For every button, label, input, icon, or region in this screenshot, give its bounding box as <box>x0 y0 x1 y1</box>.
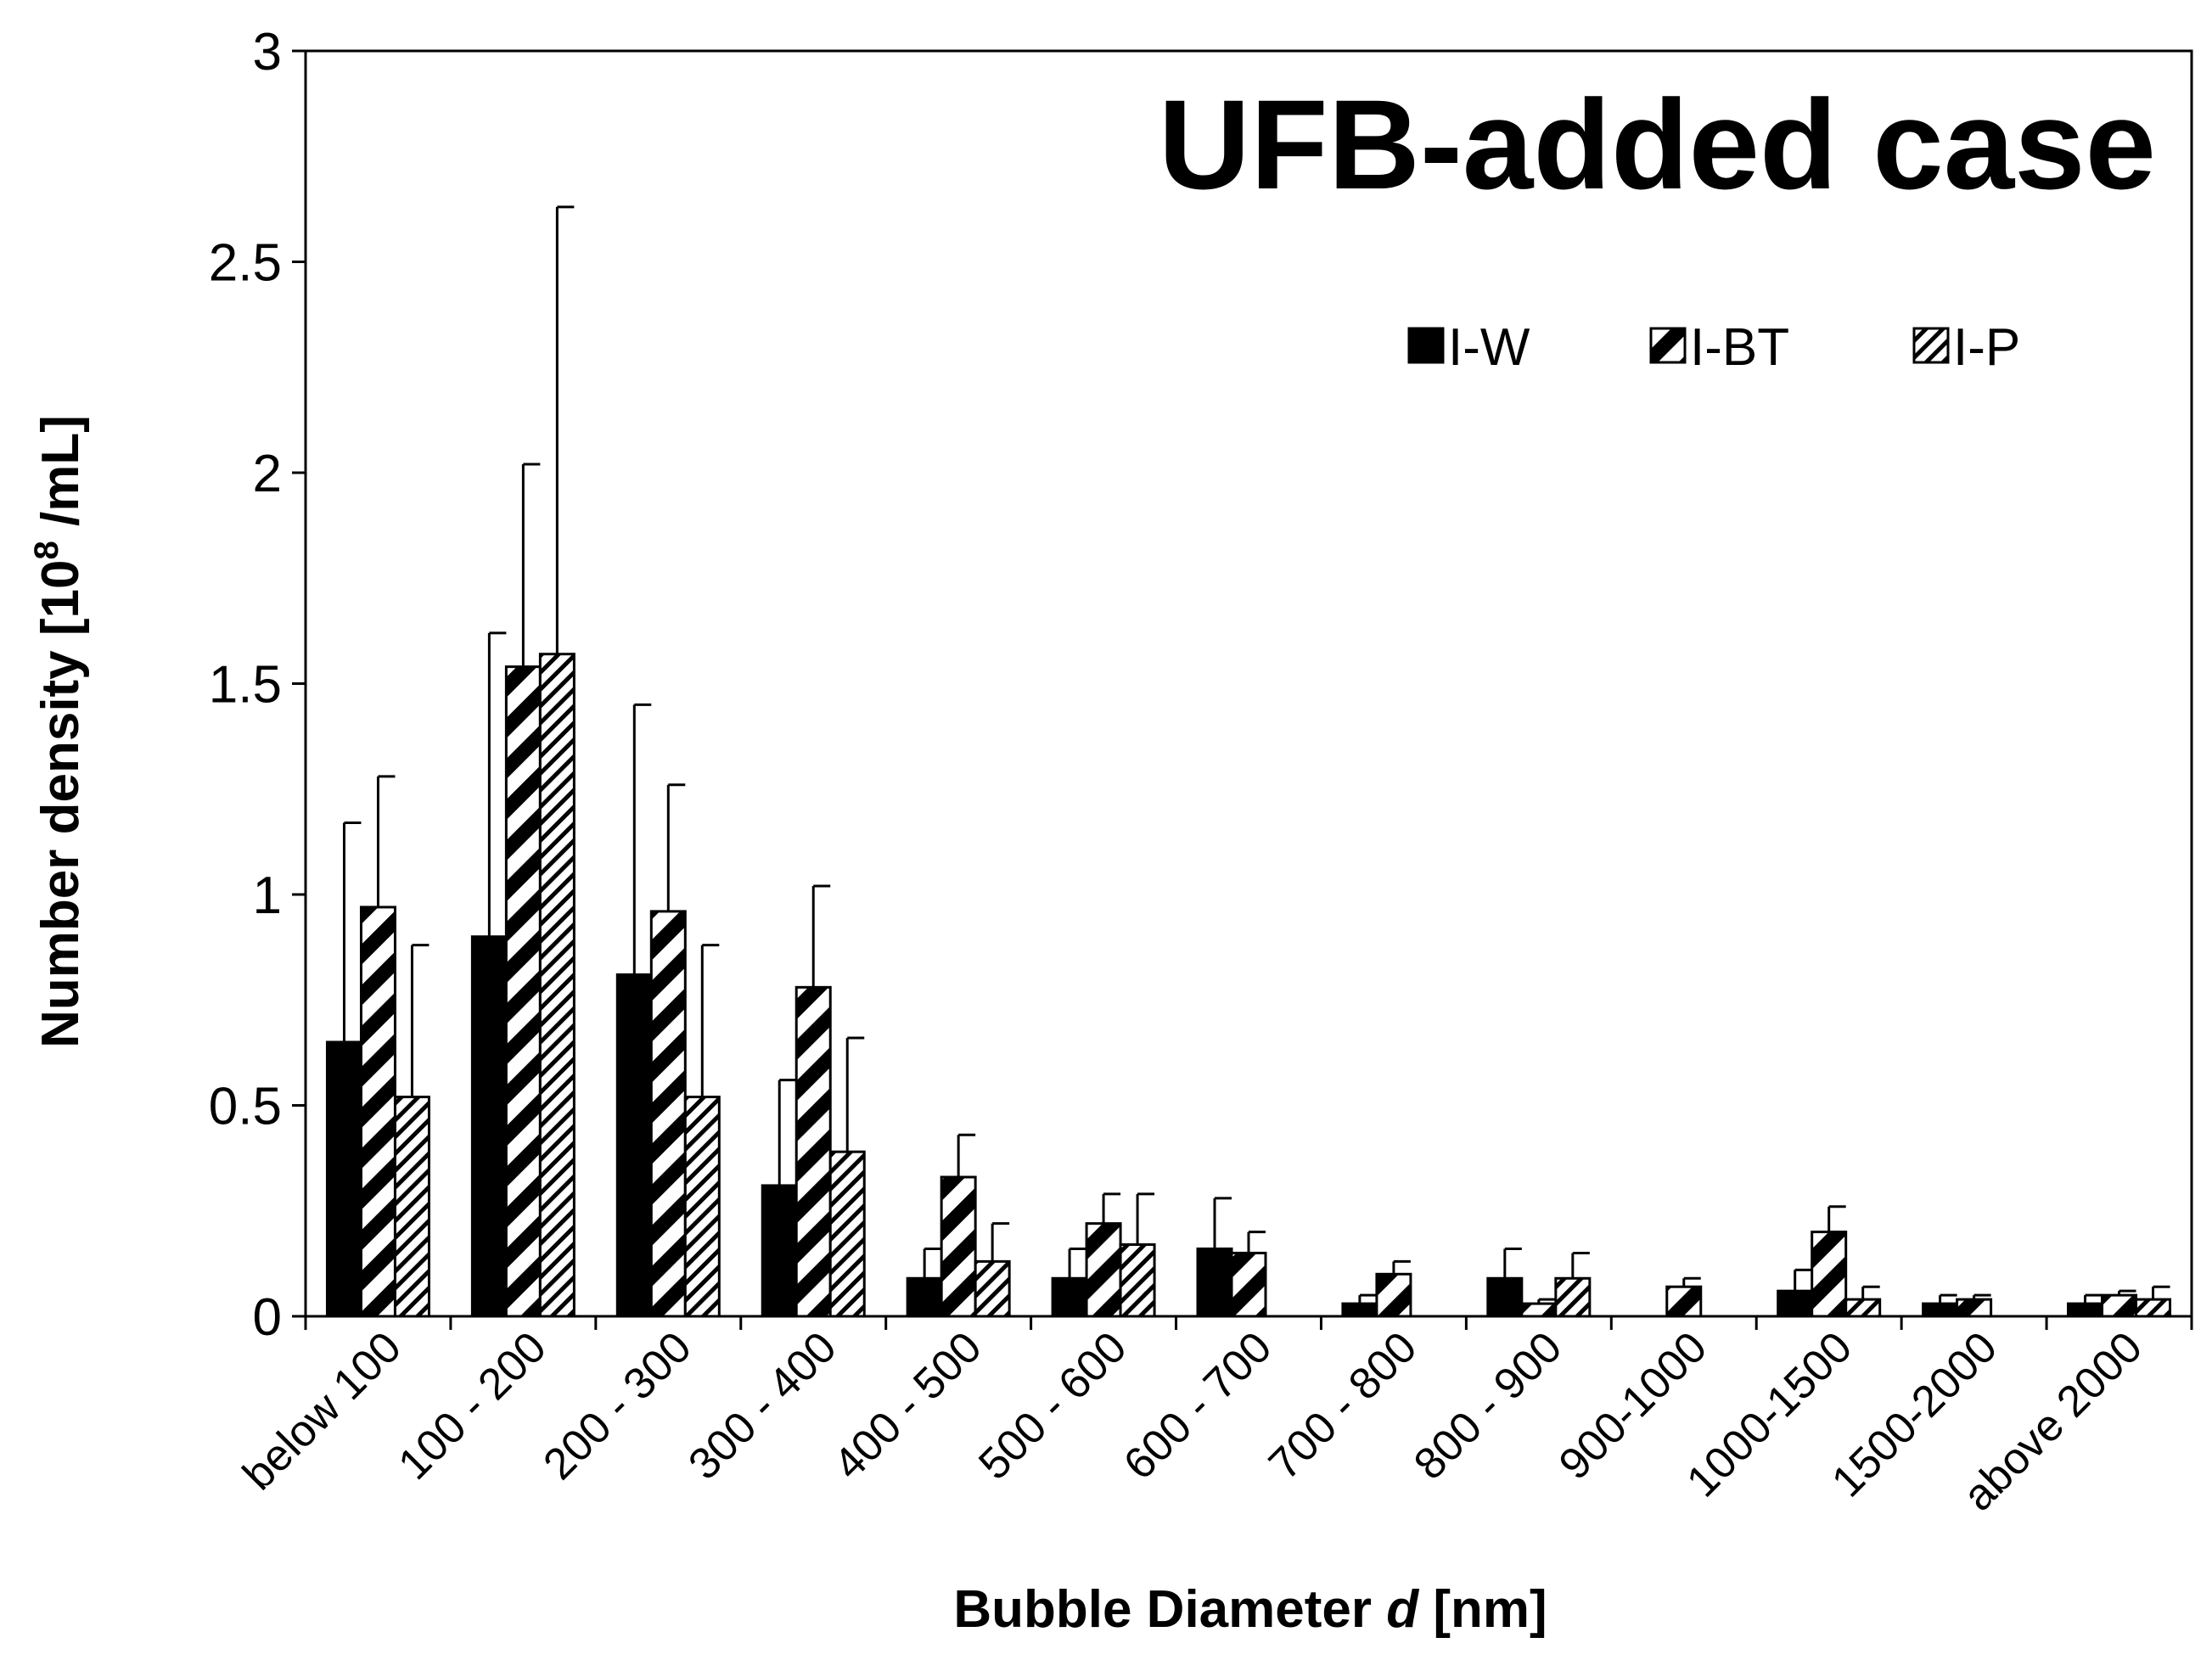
bar-i-p-0 <box>393 1096 430 1318</box>
legend-swatch <box>1407 327 1445 364</box>
bar-i-w-3 <box>761 1184 798 1318</box>
error-bar-i-bt-2 <box>666 783 686 911</box>
bar-i-p-8 <box>1554 1276 1592 1318</box>
legend-item-i-w: I-W <box>1407 318 1530 377</box>
bar-i-w-8 <box>1486 1276 1524 1318</box>
error-bar-i-p-2 <box>700 944 720 1097</box>
bar-i-w-4 <box>906 1276 943 1318</box>
y-tick-label: 3 <box>253 23 282 81</box>
chart-title: UFB-added case <box>1159 73 2156 216</box>
error-bar-i-w-10 <box>1794 1268 1812 1292</box>
legend-label: I-P <box>1953 318 2020 377</box>
y-tick-label: 2.5 <box>209 234 282 293</box>
bar-i-p-10 <box>1844 1298 1882 1318</box>
error-bar-i-bt-3 <box>811 884 831 988</box>
error-bar-i-p-8 <box>1571 1251 1590 1279</box>
error-bar-i-bt-6 <box>1247 1231 1266 1253</box>
bar-i-p-4 <box>974 1259 1011 1318</box>
error-bar-i-w-11 <box>1939 1293 1957 1304</box>
bar-i-bt-4 <box>940 1175 977 1318</box>
error-bar-i-w-5 <box>1068 1247 1087 1279</box>
bar-i-w-2 <box>615 973 653 1318</box>
y-axis-title: Number density [108 /mL] <box>28 415 90 1048</box>
error-bar-i-p-4 <box>991 1222 1010 1262</box>
bar-i-bt-2 <box>649 910 687 1318</box>
error-bar-i-bt-9 <box>1682 1276 1701 1287</box>
bar-i-w-11 <box>1922 1302 1959 1318</box>
bar-i-bt-10 <box>1811 1231 1848 1318</box>
legend: I-W I-BT I-P <box>1407 318 2020 377</box>
error-bar-i-w-4 <box>923 1247 942 1279</box>
legend-swatch <box>1649 327 1687 364</box>
bar-i-w-7 <box>1341 1302 1378 1318</box>
bar-i-w-1 <box>470 935 508 1318</box>
bar-i-p-1 <box>538 653 575 1318</box>
bar-i-p-2 <box>683 1096 721 1318</box>
legend-item-i-bt: I-BT <box>1649 318 1789 377</box>
bar-i-w-6 <box>1196 1247 1233 1318</box>
error-bar-i-w-1 <box>487 631 507 937</box>
error-bar-i-w-8 <box>1503 1247 1522 1279</box>
bar-i-w-12 <box>2067 1302 2104 1318</box>
bar-i-bt-1 <box>504 665 542 1318</box>
y-tick-label: 2 <box>253 445 282 503</box>
legend-label: I-W <box>1448 318 1530 377</box>
bar-i-bt-5 <box>1085 1222 1122 1318</box>
error-bar-i-bt-5 <box>1102 1192 1121 1224</box>
y-tick-label: 0 <box>253 1288 282 1347</box>
legend-swatch <box>1912 327 1950 364</box>
bar-i-w-10 <box>1777 1289 1814 1318</box>
legend-label: I-BT <box>1690 318 1789 377</box>
error-bar-i-bt-0 <box>376 775 396 907</box>
bar-i-w-0 <box>325 1040 362 1318</box>
error-bar-i-bt-4 <box>957 1133 976 1177</box>
y-tick-label: 1.5 <box>209 656 282 715</box>
bar-i-bt-11 <box>1956 1298 1993 1318</box>
bar-i-bt-9 <box>1665 1285 1703 1318</box>
bar-i-p-3 <box>828 1150 866 1318</box>
error-bar-i-bt-7 <box>1392 1259 1411 1275</box>
error-bar-i-w-7 <box>1358 1293 1377 1304</box>
error-bar-i-w-2 <box>632 703 652 975</box>
error-bar-i-p-12 <box>2152 1285 2170 1300</box>
y-tick-label: 1 <box>253 866 282 925</box>
x-axis-title: Bubble Diameter d [nm] <box>953 1580 1547 1639</box>
legend-item-i-p: I-P <box>1912 318 2020 377</box>
y-axis-ticks: 0 0.5 1 1.5 2 2.5 3 <box>209 23 306 1347</box>
y-tick-label: 0.5 <box>209 1078 282 1136</box>
bar-i-bt-6 <box>1230 1251 1267 1318</box>
error-bar-i-p-0 <box>410 944 429 1097</box>
bar-i-bt-8 <box>1520 1302 1558 1318</box>
error-bar-i-p-1 <box>555 205 575 654</box>
bar-i-p-5 <box>1119 1243 1156 1318</box>
error-bar-i-p-5 <box>1136 1192 1155 1245</box>
error-bar-i-bt-1 <box>521 463 541 667</box>
error-bar-i-bt-10 <box>1827 1205 1846 1232</box>
bar-i-bt-0 <box>359 906 396 1318</box>
bar-i-bt-3 <box>794 985 832 1318</box>
bar-i-p-12 <box>2135 1298 2172 1318</box>
error-bar-i-w-6 <box>1213 1197 1232 1249</box>
error-bar-i-p-3 <box>845 1036 865 1152</box>
bar-i-w-5 <box>1051 1276 1088 1318</box>
error-bar-i-p-10 <box>1861 1285 1880 1300</box>
bar-i-bt-7 <box>1375 1272 1412 1318</box>
error-bar-i-w-12 <box>2084 1293 2103 1304</box>
error-bar-i-w-3 <box>778 1079 797 1186</box>
error-bar-i-w-0 <box>342 822 362 1042</box>
bar-i-bt-12 <box>2101 1293 2138 1318</box>
error-bars <box>342 205 2170 1304</box>
